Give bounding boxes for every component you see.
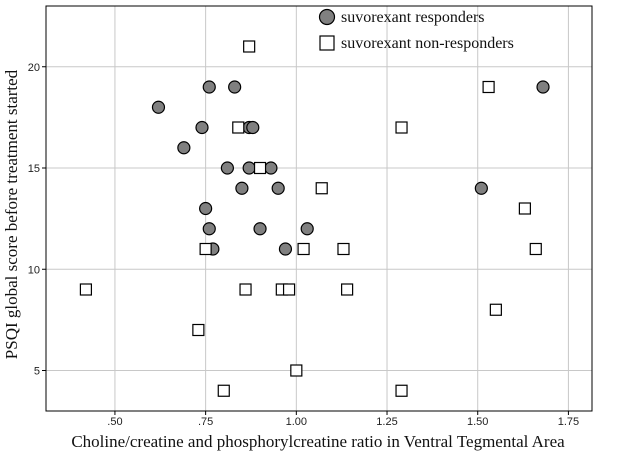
responder-point xyxy=(177,141,191,155)
x-tick-label: 1.50 xyxy=(467,416,488,428)
responder-point xyxy=(202,222,216,236)
x-axis-title: Choline/creatine and phosphorylcreatine … xyxy=(71,432,565,451)
responder-point xyxy=(235,181,249,195)
non-responder-point xyxy=(282,283,296,296)
responder-point xyxy=(278,242,293,256)
legend-marker-non-responders xyxy=(319,35,335,51)
non-responder-point xyxy=(395,121,408,134)
non-responder-point xyxy=(232,121,245,134)
y-tick-label: 10 xyxy=(28,264,40,276)
non-responder-point xyxy=(518,202,531,215)
non-responder-point xyxy=(253,161,267,175)
responder-point xyxy=(220,161,234,175)
responder-point xyxy=(195,120,209,135)
responder-point xyxy=(202,80,216,94)
y-tick-label: 5 xyxy=(34,366,40,378)
legend-label-non-responders: suvorexant non-responders xyxy=(341,35,514,52)
responder-point xyxy=(199,201,213,216)
non-responder-point xyxy=(192,323,205,337)
non-responder-point xyxy=(239,283,252,296)
x-tick-label: 1.25 xyxy=(376,416,397,428)
non-responder-point xyxy=(395,384,408,397)
non-responder-point xyxy=(297,242,310,256)
non-responder-point xyxy=(199,242,212,256)
legend: suvorexant responders suvorexant non-res… xyxy=(318,8,514,52)
responder-point xyxy=(228,80,242,94)
non-responder-point xyxy=(79,283,93,296)
axis-ticks: .50 .75 1.00 1.25 1.50 1.75 5 10 15 20 xyxy=(28,62,579,428)
x-tick-label: 1.75 xyxy=(558,416,579,428)
legend-label-responders: suvorexant responders xyxy=(341,9,485,26)
non-responder-point xyxy=(529,242,542,256)
y-tick-label: 15 xyxy=(28,163,40,175)
x-tick-label: .75 xyxy=(198,416,213,428)
plot-area-frame xyxy=(45,5,593,412)
responder-point xyxy=(271,181,285,195)
non-responder-point xyxy=(290,364,303,377)
responder-point xyxy=(246,120,260,135)
non-responder-point xyxy=(337,242,350,256)
responder-point xyxy=(264,161,278,175)
x-tick-label: .50 xyxy=(107,416,122,428)
non-responder-point xyxy=(315,182,328,195)
responder-point xyxy=(536,80,550,94)
data-points xyxy=(79,40,550,397)
responder-point xyxy=(474,181,488,195)
legend-marker-responders xyxy=(318,8,336,26)
responder-point xyxy=(242,161,256,175)
x-tick-label: 1.00 xyxy=(286,416,307,428)
y-axis-title: PSQI global score before treatment start… xyxy=(2,69,21,359)
responder-point xyxy=(253,222,267,236)
non-responder-point xyxy=(341,283,354,296)
non-responder-point xyxy=(217,384,230,397)
non-responder-point xyxy=(243,40,256,53)
non-responder-point xyxy=(489,303,502,316)
non-responder-point xyxy=(482,80,495,94)
responder-point xyxy=(300,222,314,236)
responder-point xyxy=(151,100,166,114)
grid-lines xyxy=(46,6,592,411)
y-tick-label: 20 xyxy=(28,62,40,74)
